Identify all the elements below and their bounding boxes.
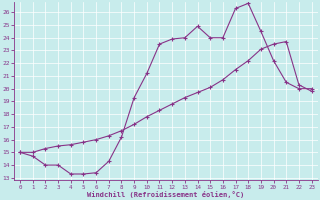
X-axis label: Windchill (Refroidissement éolien,°C): Windchill (Refroidissement éolien,°C) <box>87 191 244 198</box>
